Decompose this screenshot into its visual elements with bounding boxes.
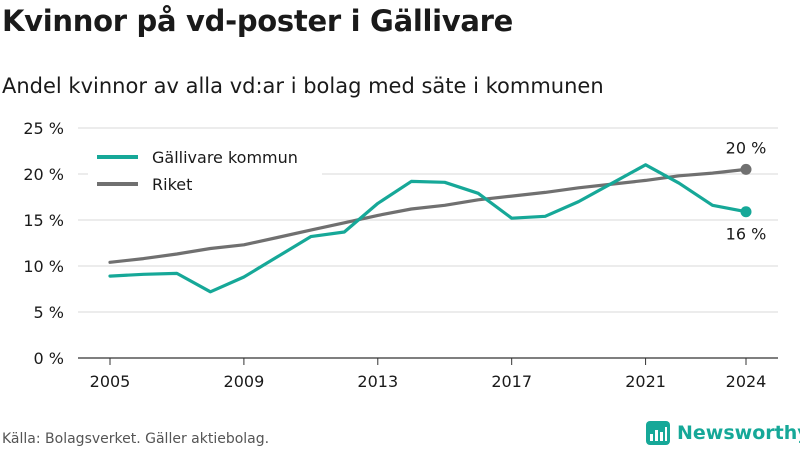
newsworthy-logo: Newsworthy (645, 420, 800, 446)
y-tick-label: 10 % (23, 257, 64, 276)
y-tick-label: 5 % (34, 303, 64, 322)
end-label-gallivare: 16 % (726, 225, 767, 244)
y-tick-label: 15 % (23, 211, 64, 230)
legend-label: Gällivare kommun (152, 148, 298, 167)
series-line-gallivare (108, 163, 748, 294)
end-point-gallivare (740, 206, 752, 218)
series-line-riket (108, 167, 748, 264)
x-tick-label: 2005 (90, 372, 131, 391)
end-label-riket: 20 % (726, 138, 767, 157)
chart-title: Kvinnor på vd-poster i Gällivare (2, 4, 513, 38)
brand-name: Newsworthy (677, 422, 800, 444)
y-tick-label: 20 % (23, 165, 64, 184)
chart-subtitle: Andel kvinnor av alla vd:ar i bolag med … (2, 74, 604, 98)
x-tick-label: 2009 (224, 372, 265, 391)
newsworthy-logo-icon (646, 421, 670, 445)
end-point-riket (740, 163, 752, 175)
x-tick-label: 2013 (357, 372, 398, 391)
line-chart: 0 % 5 % 10 % 15 % 20 % 25 % 2005 2009 2013 2017 20… (23, 119, 778, 391)
source-note: Källa: Bolagsverket. Gäller aktiebolag. (2, 431, 270, 447)
x-tick-label: 2017 (491, 372, 532, 391)
y-tick-label: 25 % (23, 119, 64, 138)
legend-background (88, 142, 322, 200)
x-tick-label: 2021 (625, 372, 666, 391)
x-tick-label: 2024 (726, 372, 767, 391)
legend-label: Riket (152, 175, 192, 194)
y-tick-label: 0 % (34, 349, 64, 368)
